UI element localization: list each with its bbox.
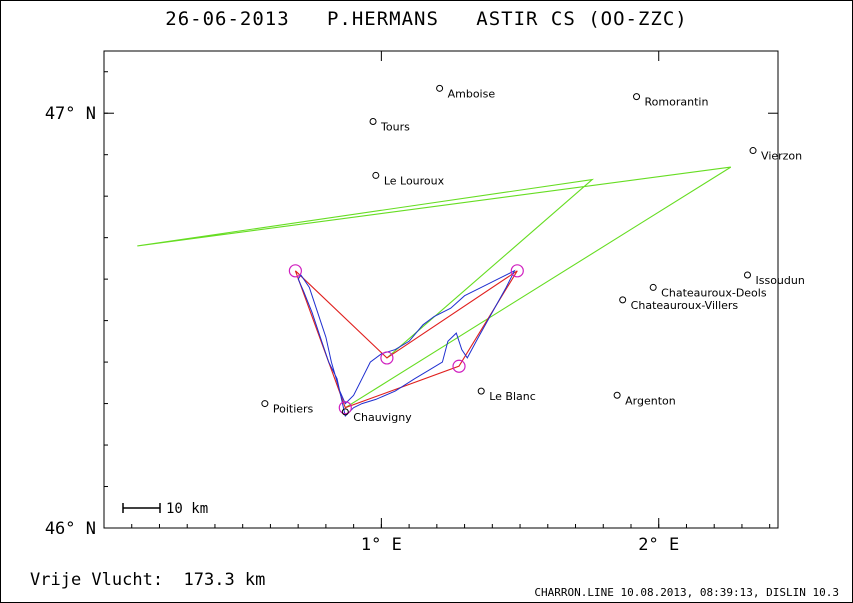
turnpoint-marker [288,264,302,278]
city-label: Romorantin [645,96,709,109]
city-marker [619,296,627,304]
city-marker [633,93,641,101]
flight-title: 26-06-2013 P.HERMANS ASTIR CS (OO-ZZC) [165,8,688,30]
city-marker [341,408,349,416]
city-marker [369,118,377,126]
y-tick-label: 47° N [45,104,96,124]
city-label: Chauvigny [353,411,412,424]
turnpoint-marker [452,359,466,373]
city-marker [649,283,657,291]
city-marker [749,147,757,155]
plot-area [103,50,779,529]
city-label: Argenton [625,394,676,407]
city-label: Poitiers [273,403,314,416]
city-label: Chateauroux-Villers [631,299,739,312]
x-tick-label: 1° E [361,535,402,555]
turnpoint-marker [380,351,394,365]
x-tick-label: 2° E [638,535,679,555]
city-marker [261,400,269,408]
software-info: CHARRON.LINE 10.08.2013, 08:39:13, DISLI… [534,586,839,599]
city-marker [743,271,751,279]
city-label: Le Blanc [489,390,536,403]
turnpoint-marker [510,264,524,278]
city-marker [372,171,380,179]
y-tick-label: 46° N [45,519,96,539]
scale-bar: 10 km [122,501,208,517]
turnpoint-marker [338,401,352,415]
city-label: Chateauroux-Deols [661,286,767,299]
flight-triangle [294,270,518,409]
scale-label: 10 km [166,501,208,517]
city-label: Tours [380,121,410,134]
free-flight-distance: Vrije Vlucht: 173.3 km [30,570,266,590]
city-marker [477,387,485,395]
city-marker [613,391,621,399]
gps-track [297,269,516,417]
city-label: Le Louroux [384,174,445,187]
city-label: Amboise [448,87,496,100]
city-marker [436,84,444,92]
city-label: Issoudun [755,274,804,287]
city-label: Vierzon [761,150,802,163]
green-leg-line [137,166,732,409]
